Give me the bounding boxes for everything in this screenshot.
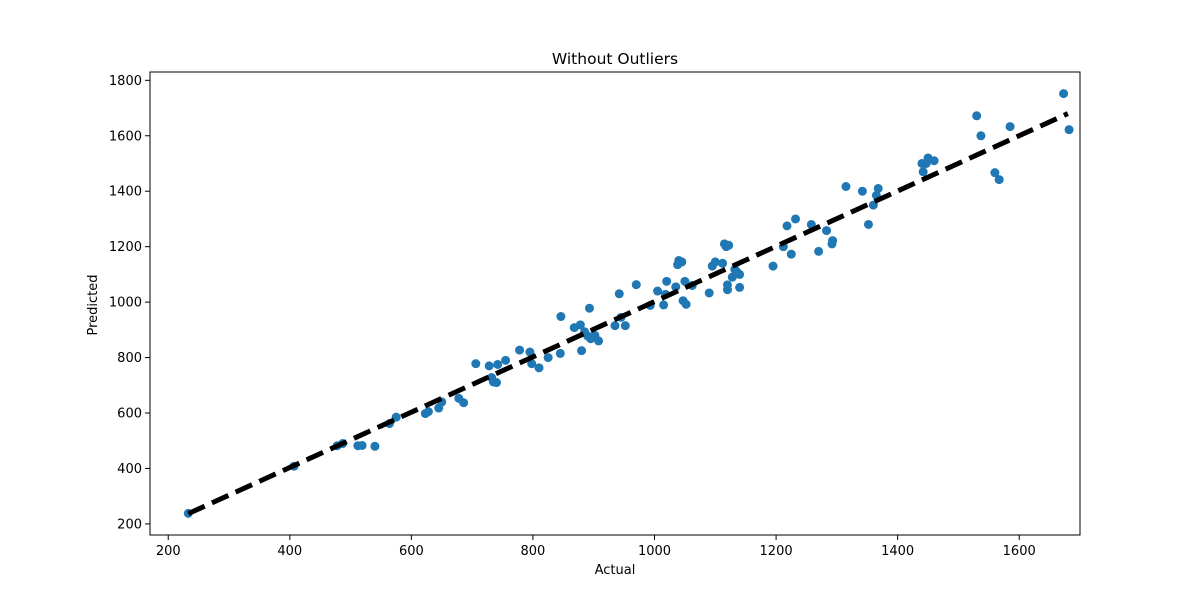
- data-point: [724, 240, 734, 250]
- data-point: [822, 226, 832, 236]
- data-point: [671, 282, 681, 292]
- data-point: [459, 398, 469, 408]
- data-point: [1059, 89, 1069, 99]
- x-tick-label: 1600: [1003, 544, 1036, 559]
- data-point: [735, 282, 745, 292]
- data-point: [972, 111, 982, 121]
- data-point: [556, 312, 566, 322]
- x-tick-label: 1400: [881, 544, 914, 559]
- y-tick-label: 400: [117, 462, 142, 477]
- data-point: [484, 361, 494, 371]
- data-point: [710, 257, 720, 267]
- x-tick-label: 1000: [638, 544, 671, 559]
- data-point: [863, 219, 873, 229]
- data-point: [704, 288, 714, 298]
- data-point: [515, 345, 525, 355]
- x-tick-label: 400: [277, 544, 302, 559]
- data-point: [918, 167, 928, 177]
- data-point: [722, 280, 732, 290]
- data-point: [501, 355, 511, 365]
- data-point: [610, 321, 620, 331]
- x-tick-label: 600: [399, 544, 424, 559]
- data-point: [527, 359, 537, 369]
- data-point: [1064, 125, 1074, 135]
- data-point: [976, 131, 986, 141]
- y-axis-label: Predicted: [86, 274, 101, 335]
- data-point: [828, 236, 838, 246]
- x-tick-label: 800: [521, 544, 546, 559]
- data-point: [782, 221, 792, 231]
- y-tick-label: 1400: [109, 185, 142, 200]
- data-point: [525, 347, 535, 357]
- data-point: [791, 214, 801, 224]
- x-tick-label: 200: [156, 544, 181, 559]
- data-point: [370, 441, 380, 451]
- y-tick-label: 600: [117, 407, 142, 422]
- data-point: [994, 175, 1004, 185]
- data-point: [677, 257, 687, 267]
- data-point: [735, 269, 745, 279]
- plot-frame: [149, 71, 1081, 536]
- data-point: [534, 363, 544, 373]
- data-point: [680, 276, 690, 286]
- data-point: [662, 276, 672, 286]
- data-point: [357, 440, 367, 450]
- data-point: [814, 246, 824, 256]
- y-tick-label: 1600: [109, 129, 142, 144]
- data-point: [841, 182, 851, 192]
- data-point: [584, 303, 594, 313]
- data-point: [594, 336, 604, 346]
- data-point: [543, 353, 553, 363]
- data-point: [718, 258, 728, 268]
- data-point: [929, 156, 939, 166]
- reference-line-layer: [187, 111, 1069, 516]
- data-point: [577, 346, 587, 356]
- data-point: [391, 412, 401, 422]
- data-point: [614, 289, 624, 299]
- data-point: [1005, 122, 1015, 132]
- data-point: [990, 168, 1000, 178]
- chart-title: Without Outliers: [552, 50, 678, 68]
- data-point: [493, 359, 503, 369]
- x-axis-label: Actual: [595, 563, 636, 578]
- y-tick-label: 1800: [109, 74, 142, 89]
- data-point: [423, 407, 433, 417]
- y-axis-ticks: 200 400 600 800 1000 1200 1400 1600 1800: [109, 74, 150, 532]
- data-point: [491, 378, 501, 388]
- data-point: [631, 280, 641, 290]
- data-point: [575, 320, 585, 330]
- x-axis-ticks: 200 400 600 800 1000 1200 1400 1600: [156, 535, 1036, 559]
- data-point: [471, 359, 481, 369]
- y-tick-label: 800: [117, 351, 142, 366]
- x-tick-label: 1200: [760, 544, 793, 559]
- data-point: [857, 186, 867, 196]
- data-point: [768, 261, 778, 271]
- data-point: [659, 300, 669, 310]
- reference-line: [187, 111, 1069, 516]
- data-point: [786, 249, 796, 259]
- y-tick-label: 1200: [109, 240, 142, 255]
- data-point: [653, 286, 663, 296]
- data-point: [681, 299, 691, 309]
- y-tick-label: 1000: [109, 296, 142, 311]
- data-point: [555, 348, 565, 358]
- data-point: [620, 321, 630, 331]
- data-point: [873, 183, 883, 193]
- y-tick-label: 200: [117, 517, 142, 532]
